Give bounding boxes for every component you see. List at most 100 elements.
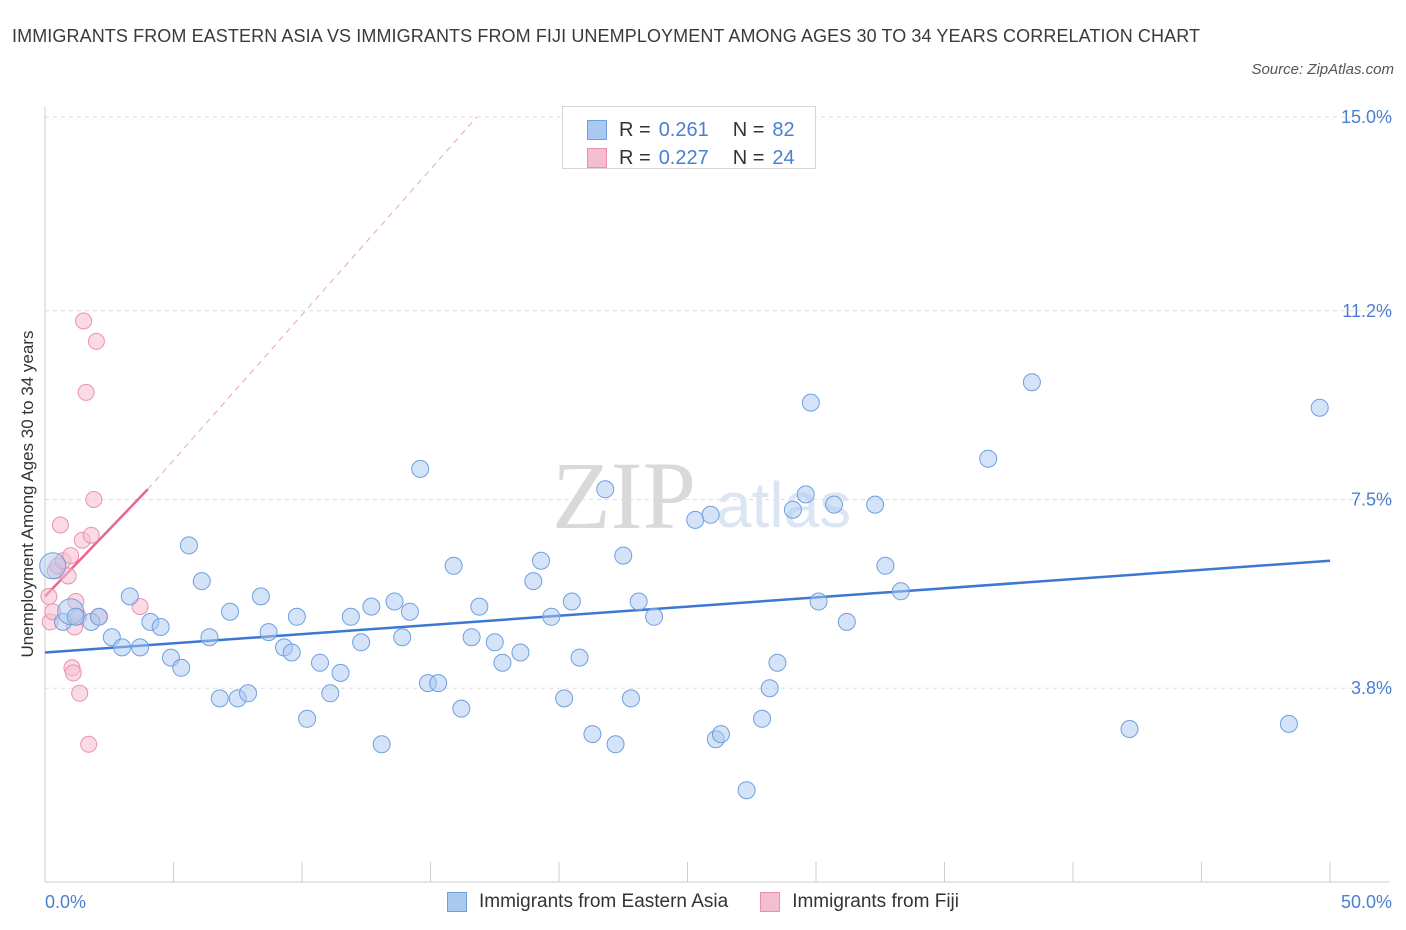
eastern-asia-point (511, 643, 530, 662)
axes (44, 107, 1390, 883)
fiji-point (62, 547, 80, 565)
legend-item-eastern-asia[interactable]: Immigrants from Eastern Asia (447, 891, 728, 913)
eastern-asia-point (1022, 373, 1041, 392)
n-label: N = (732, 146, 765, 169)
eastern-asia-point (979, 449, 998, 468)
eastern-asia-point (200, 628, 219, 647)
eastern-asia-point (686, 510, 705, 529)
legend-label: Immigrants from Fiji (792, 891, 959, 912)
eastern-asia-point (1120, 720, 1139, 738)
series-fiji-points (40, 312, 149, 753)
eastern-asia-point (113, 638, 132, 657)
r-label: R = (619, 118, 651, 141)
y-tick-label: 3.8% (1351, 678, 1392, 698)
watermark-zip: ZIP (552, 442, 696, 549)
eastern-asia-point (287, 607, 306, 626)
y-tick-label: 11.2% (1342, 301, 1392, 321)
legend-item-fiji[interactable]: Immigrants from Fiji (760, 891, 959, 913)
trend-lines (44, 116, 1331, 654)
x-tick-label: 50.0% (1341, 892, 1392, 912)
eastern-asia-point (542, 607, 561, 626)
eastern-asia-point (737, 781, 756, 800)
n-label: N = (732, 118, 765, 141)
eastern-asia-point (524, 572, 543, 591)
stats-legend: R = 0.261 N = 82 R = 0.227 N = 24 (562, 106, 816, 169)
fiji-point (77, 383, 95, 401)
eastern-asia-point (429, 674, 448, 693)
eastern-asia-point (282, 643, 301, 662)
eastern-asia-point (151, 618, 170, 636)
eastern-asia-point (352, 633, 371, 652)
eastern-asia-point (362, 597, 381, 616)
eastern-asia-point (583, 725, 602, 744)
eastern-asia-point (562, 592, 581, 611)
eastern-asia-point (259, 623, 278, 642)
x-tick-label: 0.0% (45, 892, 86, 912)
eastern-asia-point (760, 679, 779, 698)
eastern-asia-point (444, 556, 463, 575)
eastern-asia-point (866, 495, 885, 514)
fiji-point (51, 516, 69, 534)
eastern-asia-point (485, 633, 504, 652)
eastern-asia-point (570, 648, 589, 667)
fiji-point (80, 735, 98, 753)
r-value: 0.227 (658, 146, 709, 169)
r-value: 0.261 (658, 118, 709, 141)
y-tick-label: 7.5% (1351, 490, 1392, 510)
eastern-asia-point (614, 546, 633, 565)
legend-swatch-blue (447, 892, 467, 912)
eastern-asia-point (1279, 714, 1298, 733)
eastern-asia-point (298, 709, 317, 728)
eastern-asia-point (801, 393, 820, 412)
eastern-asia-point (796, 485, 815, 504)
eastern-asia-point (192, 572, 211, 591)
eastern-asia-point (321, 684, 340, 703)
fiji-point (82, 526, 100, 544)
eastern-asia-point (837, 612, 856, 631)
r-label: R = (619, 146, 651, 169)
eastern-asia-point (701, 505, 720, 524)
eastern-asia-point (876, 556, 895, 575)
eastern-asia-point (891, 582, 910, 601)
legend-swatch-pink (587, 148, 607, 168)
eastern-asia-point (385, 592, 404, 611)
eastern-asia-point (809, 592, 828, 611)
eastern-asia-point (310, 653, 329, 672)
watermark: ZIP atlas (552, 442, 851, 549)
eastern-asia-point (411, 459, 430, 478)
eastern-asia-point (331, 663, 350, 682)
eastern-asia-point (210, 689, 229, 708)
fiji-point (40, 587, 58, 605)
source-label: Source: ZipAtlas.com (1251, 61, 1394, 78)
eastern-asia-point (120, 587, 139, 606)
eastern-asia-point (172, 658, 191, 677)
tick-labels: 3.8% 7.5% 11.2% 15.0% 0.0% 50.0% (45, 107, 1392, 912)
eastern-asia-point (783, 500, 802, 519)
eastern-asia-point (629, 592, 648, 611)
eastern-asia-point (753, 709, 772, 728)
fiji-trend-extension (147, 116, 478, 490)
eastern-asia-point (621, 689, 640, 708)
fiji-point (64, 664, 82, 682)
fiji-point (71, 684, 89, 702)
eastern-asia-point (596, 480, 615, 499)
eastern-asia-point (251, 587, 270, 606)
legend-swatch-blue (587, 120, 607, 140)
eastern-asia-point (179, 536, 198, 555)
eastern-asia-point (452, 699, 471, 718)
eastern-asia-point (131, 638, 150, 657)
eastern-asia-point (89, 607, 108, 626)
eastern-asia-point (532, 551, 551, 570)
eastern-asia-point (1310, 398, 1329, 417)
eastern-asia-trend-line (44, 559, 1331, 654)
legend-label: Immigrants from Eastern Asia (479, 891, 729, 912)
eastern-asia-point (39, 552, 67, 580)
eastern-asia-point (400, 602, 419, 621)
eastern-asia-point (606, 735, 625, 754)
stats-row-fiji: R = 0.227 N = 24 (587, 146, 795, 170)
series-legend: Immigrants from Eastern Asia Immigrants … (0, 888, 1406, 916)
fiji-point (75, 312, 93, 330)
eastern-asia-point (711, 725, 730, 744)
eastern-asia-point (372, 735, 391, 754)
